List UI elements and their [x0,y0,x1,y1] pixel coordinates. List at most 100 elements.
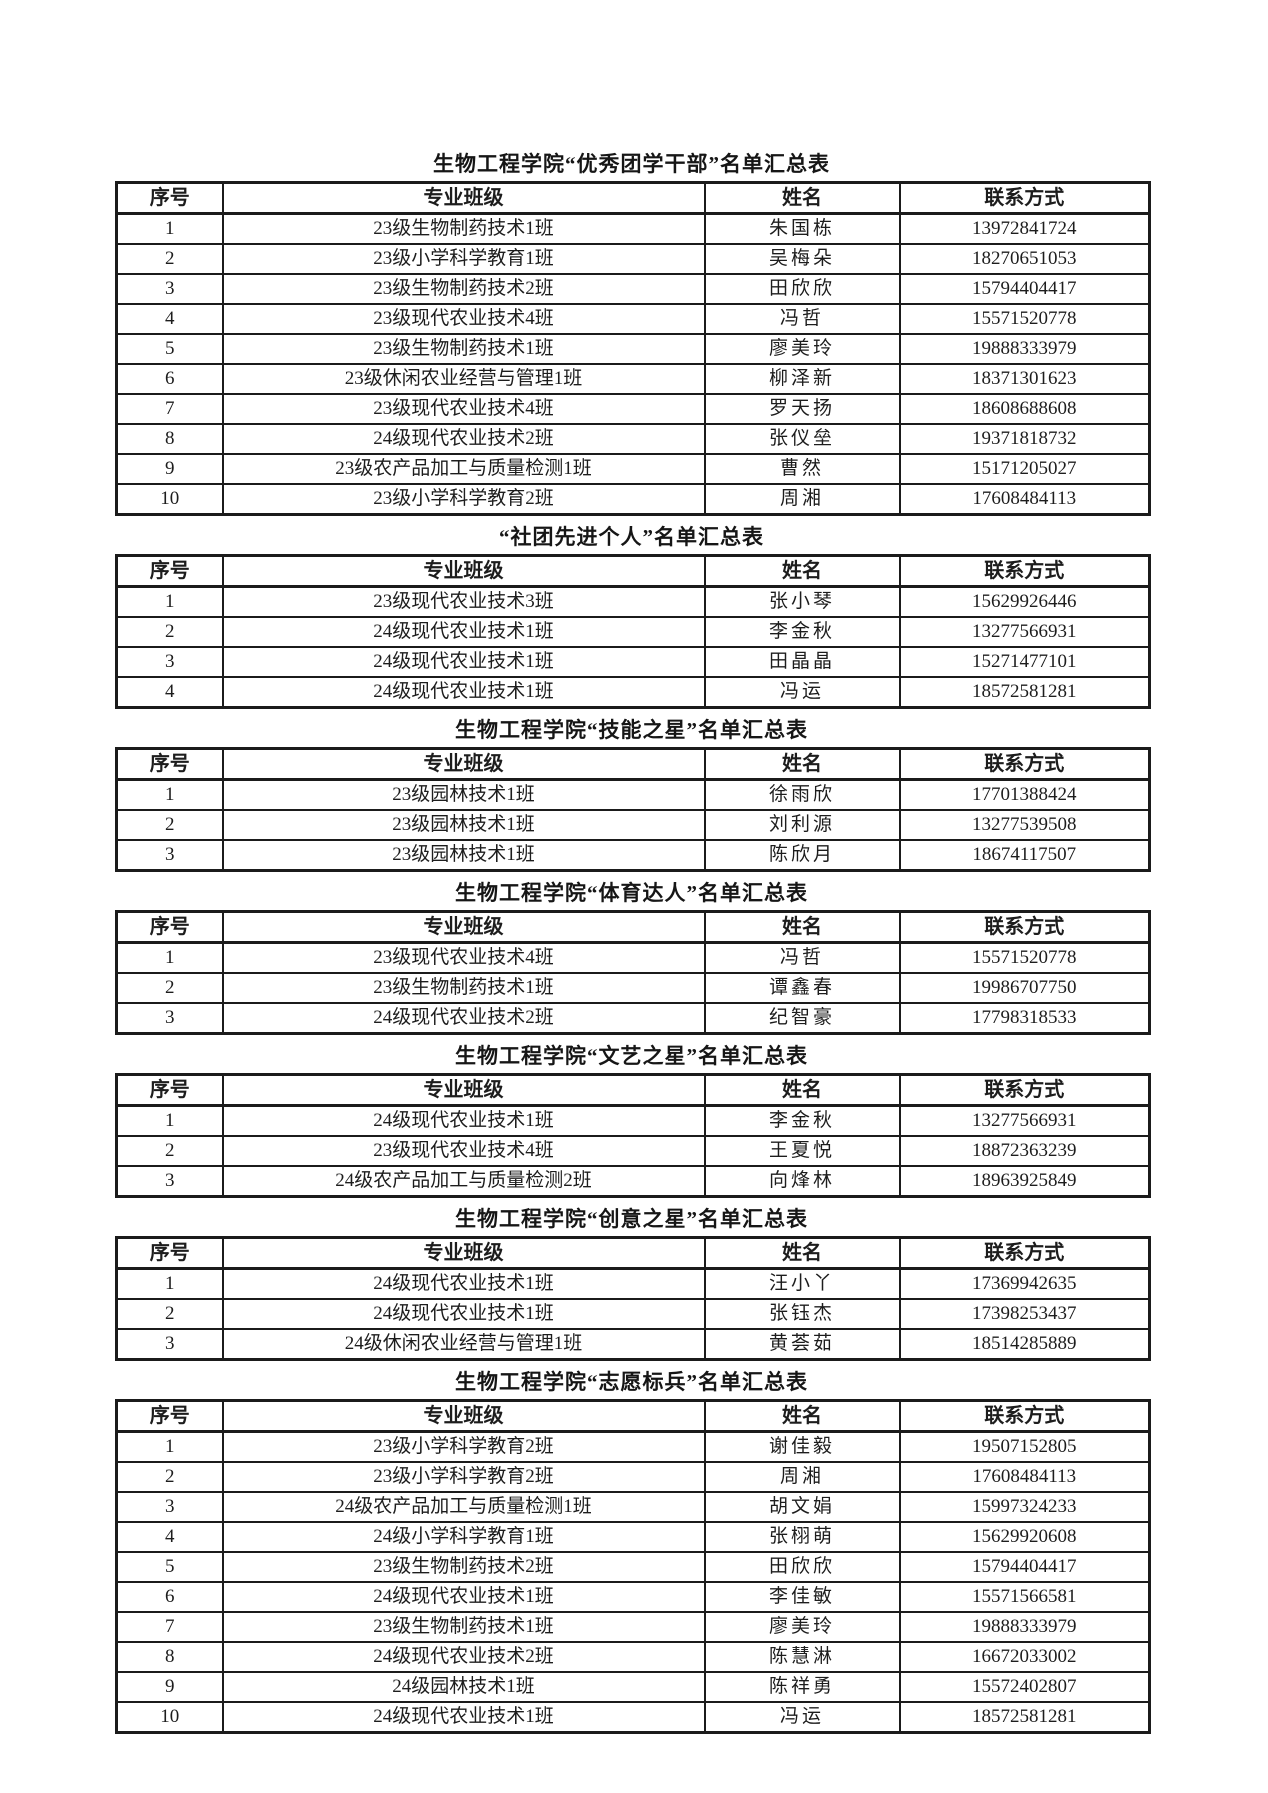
cell-index: 3 [115,1002,224,1035]
table-row: 5 23级生物制药技术2班 田欣欣 15794404417 [115,1551,1151,1583]
cell-major-class: 23级现代农业技术4班 [221,1135,706,1167]
cell-name: 冯运 [703,1701,901,1734]
cell-name: 纪智豪 [703,1002,901,1035]
cell-phone: 18514285889 [898,1328,1151,1361]
col-header-major-class: 专业班级 [221,554,706,588]
cell-phone: 13972841724 [898,212,1151,245]
cell-name: 张仪垒 [703,423,901,455]
table-title: 生物工程学院“优秀团学干部”名单汇总表 [433,152,830,176]
cell-major-class: 23级现代农业技术4班 [221,941,706,974]
table-row: 2 23级小学科学教育1班 吴梅朵 18270651053 [115,243,1151,275]
cell-index: 1 [115,1104,224,1137]
cell-name: 冯运 [703,676,901,709]
tables-container: 生物工程学院“优秀团学干部”名单汇总表 序号 专业班级 姓名 联系方式 1 23级生物制药技… [115,0,1151,1734]
col-header-index: 序号 [115,554,224,588]
cell-phone: 13277539508 [898,809,1151,841]
cell-index: 3 [115,1328,224,1361]
table-row: 7 23级生物制药技术1班 廖美玲 19888333979 [115,1611,1151,1643]
cell-phone: 18270651053 [898,243,1151,275]
cell-major-class: 23级生物制药技术1班 [221,212,706,245]
cell-index: 5 [115,1551,224,1583]
cell-index: 2 [115,1135,224,1167]
col-header-major-class: 专业班级 [221,1073,706,1107]
cell-phone: 18674117507 [898,839,1151,872]
cell-name: 张钰杰 [703,1298,901,1330]
col-header-name: 姓名 [703,747,901,781]
header-row: 序号 专业班级 姓名 联系方式 [115,1399,1151,1433]
col-header-index: 序号 [115,747,224,781]
cell-major-class: 23级小学科学教育2班 [221,1461,706,1493]
table-row: 6 24级现代农业技术1班 李佳敏 15571566581 [115,1581,1151,1613]
cell-phone: 17701388424 [898,778,1151,811]
cell-name: 冯哲 [703,941,901,974]
cell-index: 4 [115,676,224,709]
cell-phone: 15629920608 [898,1521,1151,1553]
cell-name: 徐雨欣 [703,778,901,811]
col-header-index: 序号 [115,1399,224,1433]
cell-major-class: 24级现代农业技术2班 [221,1002,706,1035]
cell-major-class: 23级生物制药技术1班 [221,333,706,365]
cell-phone: 18371301623 [898,363,1151,395]
table-row: 1 23级生物制药技术1班 朱国栋 13972841724 [115,212,1151,245]
cell-name: 张小琴 [703,585,901,618]
table-row: 10 24级现代农业技术1班 冯运 18572581281 [115,1701,1151,1734]
cell-major-class: 24级现代农业技术1班 [221,616,706,648]
col-header-name: 姓名 [703,1399,901,1433]
award-table-section: 生物工程学院“优秀团学干部”名单汇总表 序号 专业班级 姓名 联系方式 1 23级生物制药技… [115,152,1151,516]
cell-index: 3 [115,839,224,872]
cell-index: 7 [115,393,224,425]
cell-index: 2 [115,1461,224,1493]
col-header-contact: 联系方式 [898,747,1151,781]
cell-index: 9 [115,1671,224,1703]
cell-index: 2 [115,972,224,1004]
table-row: 2 23级园林技术1班 刘利源 13277539508 [115,809,1151,841]
award-table-section: 生物工程学院“技能之星”名单汇总表 序号 专业班级 姓名 联系方式 1 23级园林技术1班徐… [115,718,1151,872]
cell-phone: 17369942635 [898,1267,1151,1300]
cell-name: 谢佳毅 [703,1430,901,1463]
cell-major-class: 23级小学科学教育2班 [221,1430,706,1463]
cell-phone: 16672033002 [898,1641,1151,1673]
table-title: 生物工程学院“志愿标兵”名单汇总表 [455,1370,808,1394]
cell-index: 1 [115,212,224,245]
cell-major-class: 24级小学科学教育1班 [221,1521,706,1553]
col-header-major-class: 专业班级 [221,1399,706,1433]
cell-major-class: 23级现代农业技术4班 [221,393,706,425]
cell-name: 廖美玲 [703,333,901,365]
cell-major-class: 24级现代农业技术1班 [221,1581,706,1613]
table-row: 1 23级小学科学教育2班 谢佳毅 19507152805 [115,1430,1151,1463]
cell-name: 李佳敏 [703,1581,901,1613]
cell-major-class: 24级现代农业技术1班 [221,1701,706,1734]
header-row: 序号 专业班级 姓名 联系方式 [115,1073,1151,1107]
summary-table: 序号 专业班级 姓名 联系方式 1 23级小学科学教育2班 谢佳毅 19507152805 2 2… [115,1399,1151,1734]
cell-phone: 15794404417 [898,1551,1151,1583]
cell-index: 3 [115,646,224,678]
table-row: 2 23级现代农业技术4班 王夏悦 18872363239 [115,1135,1151,1167]
table-row: 3 24级休闲农业经营与管理1班 黄荟茹 18514285889 [115,1328,1151,1361]
cell-name: 罗天扬 [703,393,901,425]
cell-major-class: 24级农产品加工与质量检测1班 [221,1491,706,1523]
cell-phone: 18608688608 [898,393,1151,425]
header-row: 序号 专业班级 姓名 联系方式 [115,554,1151,588]
cell-major-class: 24级现代农业技术1班 [221,646,706,678]
table-row: 8 24级现代农业技术2班 张仪垒 19371818732 [115,423,1151,455]
award-table-section: 生物工程学院“志愿标兵”名单汇总表序号 专业班级 姓名 联系方式 1 23级小学科学教育2… [115,1370,1151,1734]
cell-name: 陈祥勇 [703,1671,901,1703]
cell-major-class: 23级园林技术1班 [221,778,706,811]
header-row: 序号 专业班级 姓名 联系方式 [115,747,1151,781]
table-row: 5 23级生物制药技术1班 廖美玲 19888333979 [115,333,1151,365]
summary-table: 序号 专业班级 姓名 联系方式 1 23级生物制药技术1班 朱国栋 13972841724 2 2… [115,181,1151,516]
table-title: 生物工程学院“文艺之星”名单汇总表 [455,1044,808,1068]
cell-major-class: 23级园林技术1班 [221,839,706,872]
col-header-major-class: 专业班级 [221,1236,706,1270]
cell-index: 1 [115,778,224,811]
cell-major-class: 24级休闲农业经营与管理1班 [221,1328,706,1361]
cell-phone: 13277566931 [898,1104,1151,1137]
table-row: 1 23级园林技术1班 徐雨欣 17701388424 [115,778,1151,811]
col-header-index: 序号 [115,910,224,944]
col-header-index: 序号 [115,1073,224,1107]
cell-index: 4 [115,1521,224,1553]
cell-name: 周湘 [703,483,901,516]
cell-index: 6 [115,1581,224,1613]
cell-name: 冯哲 [703,303,901,335]
cell-major-class: 23级生物制药技术1班 [221,1611,706,1643]
